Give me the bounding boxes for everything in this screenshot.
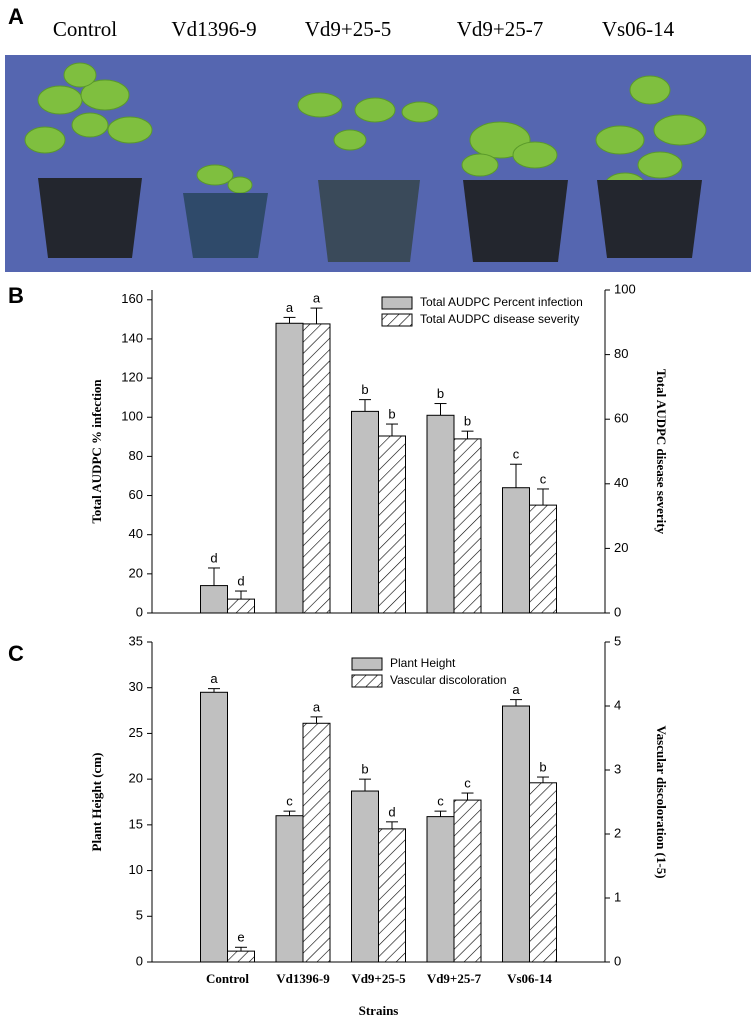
y2-tick-label: 5 — [614, 633, 621, 648]
legend-label: Total AUDPC disease severity — [420, 312, 579, 326]
bar — [426, 816, 455, 963]
y-tick-label: 120 — [121, 370, 143, 385]
bar — [227, 598, 255, 614]
y-tick-label: 60 — [129, 487, 143, 502]
y-axis-title: Plant Height (cm) — [89, 753, 104, 852]
legend-swatch — [351, 657, 383, 671]
significance-letter: a — [313, 291, 321, 306]
significance-letter: c — [286, 794, 293, 809]
significance-letter: d — [210, 550, 217, 565]
y-tick-label: 160 — [121, 291, 143, 306]
y-axis-title: Total AUDPC % infection — [89, 379, 104, 524]
y2-axis-title: Total AUDPC disease severity — [654, 369, 669, 535]
significance-letter: b — [361, 382, 368, 397]
bar — [453, 438, 482, 614]
x-tick-label: Vd9+25-7 — [427, 971, 482, 986]
y2-tick-label: 80 — [614, 346, 628, 361]
bar — [502, 487, 530, 614]
legend-label: Plant Height — [390, 656, 456, 670]
y2-tick-label: 100 — [614, 281, 636, 296]
significance-letter: e — [237, 930, 244, 945]
photo-caption: Vd1396-9 — [171, 17, 256, 41]
panel-label: A — [8, 4, 24, 29]
x-tick-label: Vd9+25-5 — [351, 971, 406, 986]
y2-tick-label: 60 — [614, 411, 628, 426]
significance-letter: a — [313, 699, 321, 714]
panel-label: B — [8, 283, 24, 308]
y2-tick-label: 0 — [614, 604, 621, 619]
y-tick-label: 15 — [129, 816, 143, 831]
legend-swatch — [381, 313, 413, 327]
significance-letter: b — [388, 406, 395, 421]
bar — [200, 585, 228, 614]
significance-letter: a — [286, 300, 294, 315]
significance-letter: b — [539, 759, 546, 774]
significance-letter: b — [361, 762, 368, 777]
bar — [453, 799, 482, 963]
y-tick-label: 80 — [129, 448, 143, 463]
significance-letter: a — [512, 682, 520, 697]
y-tick-label: 20 — [129, 771, 143, 786]
significance-letter: d — [388, 804, 395, 819]
bar — [378, 828, 406, 963]
x-tick-label: Vd1396-9 — [276, 971, 330, 986]
significance-letter: c — [513, 447, 520, 462]
bar — [426, 414, 455, 614]
bar — [227, 950, 255, 963]
y2-axis-title: Vascular discoloration (1-5) — [654, 725, 669, 878]
significance-letter: d — [237, 573, 244, 588]
photo-caption: Control — [53, 17, 117, 41]
x-tick-label: Control — [206, 971, 249, 986]
bar — [200, 691, 228, 963]
y2-tick-label: 2 — [614, 825, 621, 840]
photo-caption: Vd9+25-5 — [305, 17, 392, 41]
bar — [378, 435, 406, 614]
y-tick-label: 10 — [129, 862, 143, 877]
photo-caption: Vs06-14 — [602, 17, 675, 41]
significance-letter: c — [437, 794, 444, 809]
bar — [502, 705, 530, 963]
y2-tick-label: 40 — [614, 475, 628, 490]
y-tick-label: 20 — [129, 565, 143, 580]
bar — [275, 322, 304, 614]
x-axis-title: Strains — [359, 1003, 399, 1018]
bar — [302, 722, 331, 963]
y2-tick-label: 3 — [614, 761, 621, 776]
y-tick-label: 0 — [136, 604, 143, 619]
legend-label: Vascular discoloration — [390, 673, 507, 687]
photo — [5, 55, 751, 272]
y2-tick-label: 4 — [614, 697, 621, 712]
legend-swatch — [381, 296, 413, 310]
y-tick-label: 0 — [136, 953, 143, 968]
significance-letter: a — [210, 671, 218, 686]
significance-letter: b — [437, 386, 444, 401]
photo-caption: Vd9+25-7 — [457, 17, 544, 41]
y2-tick-label: 1 — [614, 889, 621, 904]
bar — [302, 323, 331, 614]
bar — [275, 815, 304, 963]
y-tick-label: 140 — [121, 330, 143, 345]
y-tick-label: 100 — [121, 409, 143, 424]
y-tick-label: 35 — [129, 633, 143, 648]
y-tick-label: 40 — [129, 526, 143, 541]
legend-label: Total AUDPC Percent infection — [420, 295, 583, 309]
bar — [351, 410, 379, 614]
significance-letter: c — [464, 775, 471, 790]
y-tick-label: 25 — [129, 725, 143, 740]
bar — [351, 790, 379, 963]
legend-swatch — [351, 674, 383, 688]
significance-letter: b — [464, 414, 471, 429]
bar — [529, 504, 557, 614]
y-tick-label: 30 — [129, 679, 143, 694]
significance-letter: c — [540, 471, 547, 486]
y2-tick-label: 20 — [614, 540, 628, 555]
panel-label: C — [8, 641, 24, 666]
y-tick-label: 5 — [136, 908, 143, 923]
bar — [529, 782, 557, 963]
x-tick-label: Vs06-14 — [507, 971, 552, 986]
y2-tick-label: 0 — [614, 953, 621, 968]
